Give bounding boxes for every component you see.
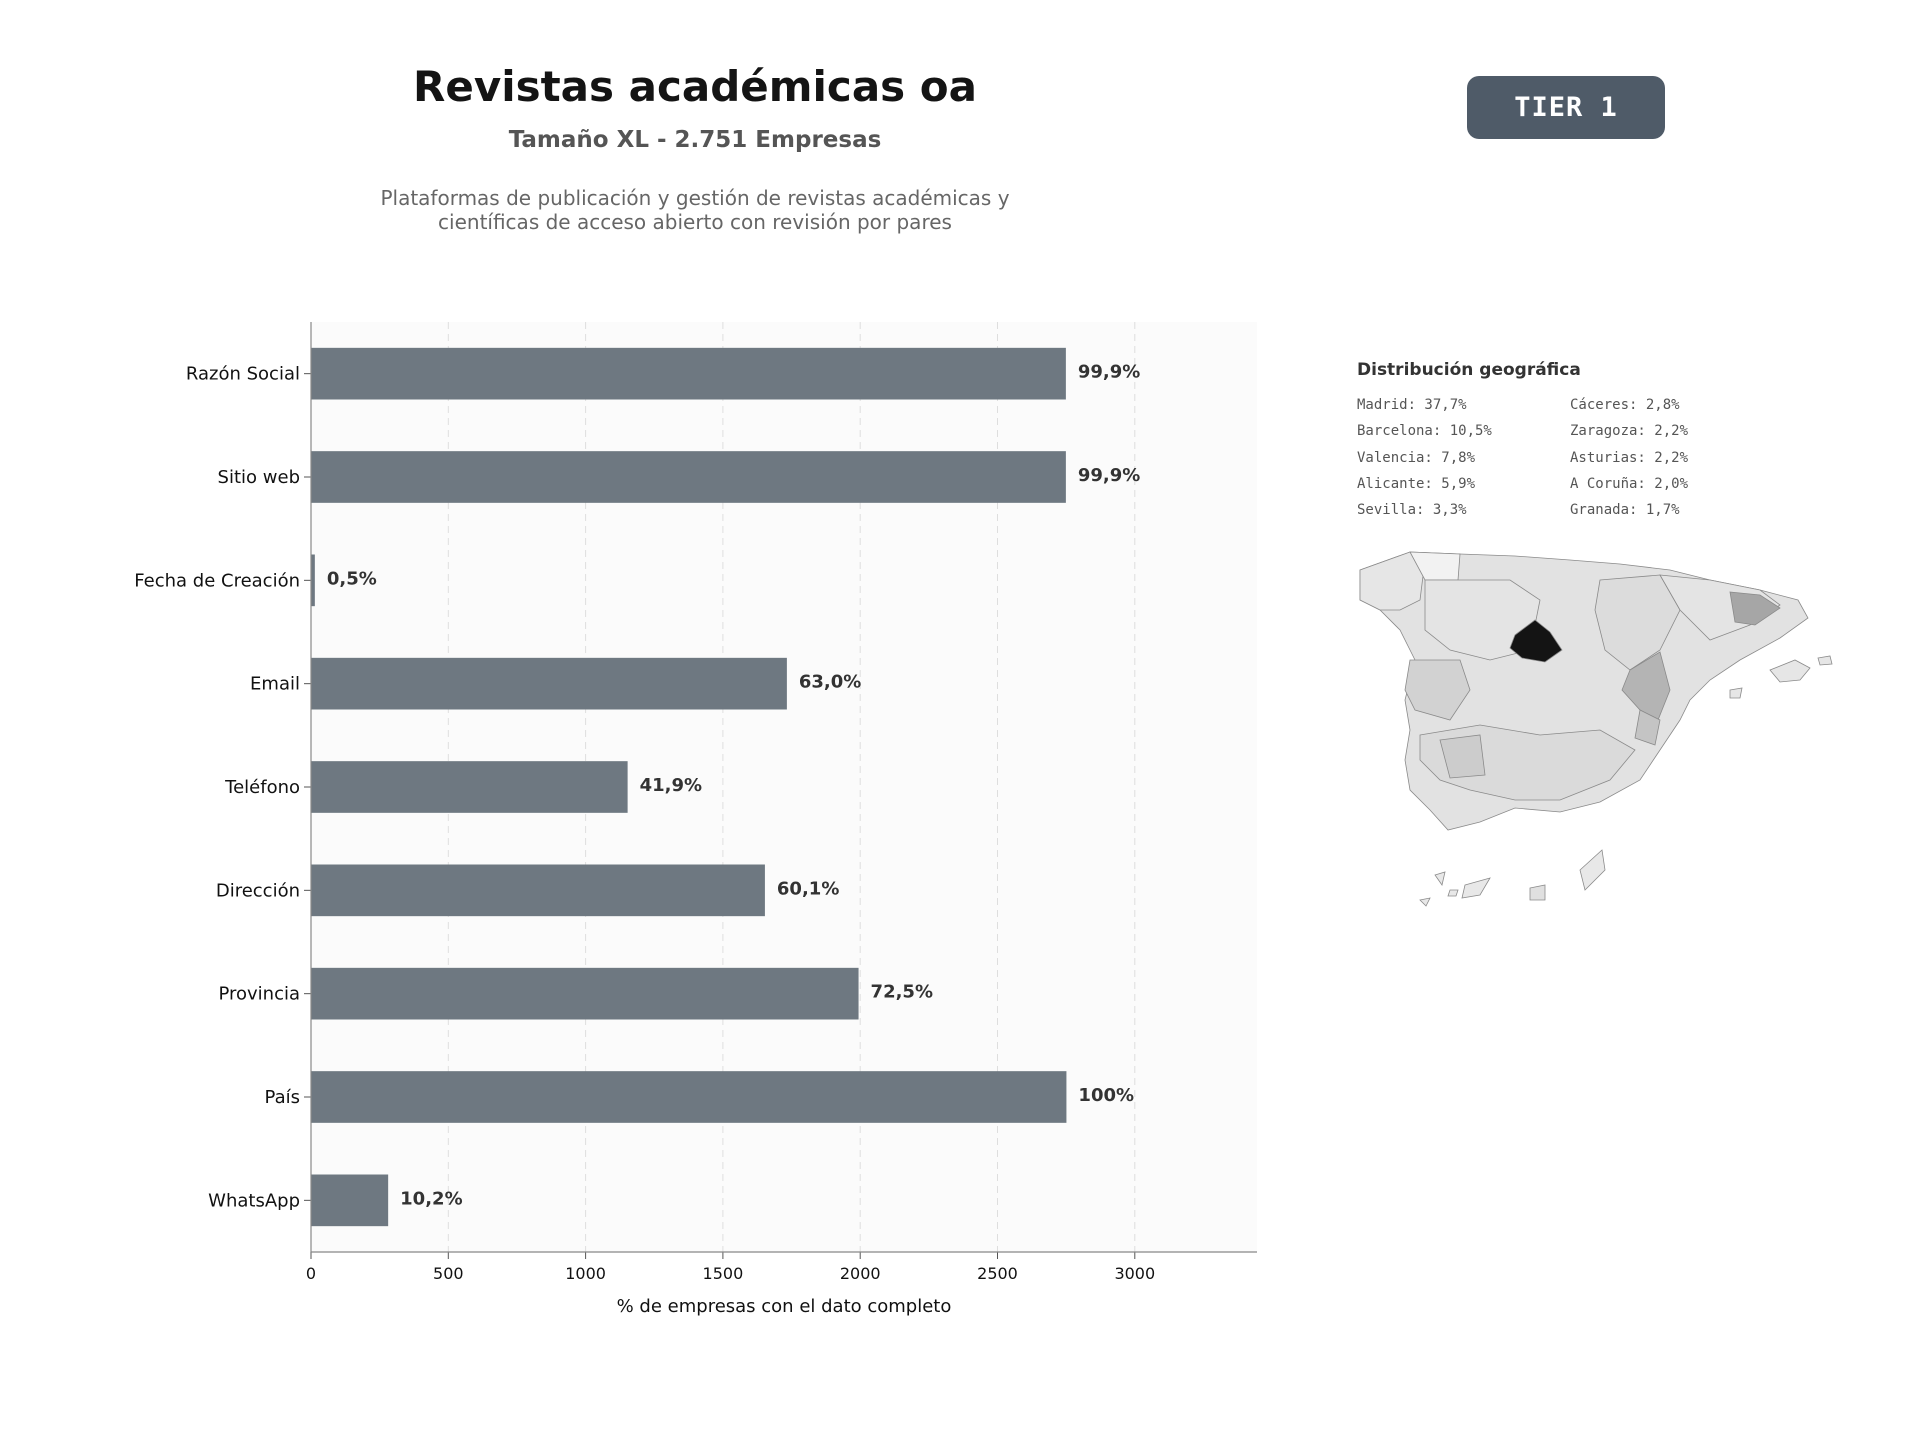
region-alicante — [1634, 709, 1661, 746]
bar — [311, 554, 315, 607]
bar — [311, 657, 787, 710]
geo-distribution-title: Distribución geográfica — [1357, 360, 1581, 380]
y-tick-label: País — [265, 1087, 300, 1108]
data-label: 99,9% — [1078, 362, 1140, 383]
bar — [311, 864, 765, 917]
region-sevilla — [1439, 734, 1486, 779]
page-title: Revistas académicas oa — [413, 62, 977, 111]
geo-item: Zaragoza: 2,2% — [1570, 423, 1689, 440]
bar — [311, 347, 1066, 400]
canary-island-1 — [1434, 871, 1446, 886]
geo-item: A Coruña: 2,0% — [1570, 475, 1689, 492]
bar — [311, 1174, 389, 1227]
data-label: 60,1% — [777, 878, 839, 899]
x-tick-label: 2000 — [840, 1264, 881, 1283]
geo-item: Asturias: 2,2% — [1570, 449, 1689, 466]
geo-item: Granada: 1,7% — [1570, 502, 1680, 519]
geo-item: Valencia: 7,8% — [1357, 449, 1476, 466]
data-label: 0,5% — [327, 568, 377, 589]
geo-item: Cáceres: 2,8% — [1570, 397, 1680, 413]
bar — [311, 967, 859, 1020]
y-tick-label: WhatsApp — [208, 1190, 300, 1211]
page-description: Plataformas de publicación y gestión de … — [380, 186, 1010, 234]
geo-item: Madrid: 37,7% — [1357, 397, 1467, 413]
data-label: 10,2% — [400, 1188, 462, 1209]
region-extremadura — [1404, 659, 1471, 721]
canary-island-3 — [1529, 884, 1546, 901]
y-tick-label: Teléfono — [224, 777, 300, 798]
geo-item: Alicante: 5,9% — [1357, 475, 1476, 492]
geo-item: Barcelona: 10,5% — [1357, 423, 1492, 440]
y-tick-label: Fecha de Creación — [134, 570, 300, 591]
tier-badge: TIER 1 — [1467, 76, 1665, 139]
y-tick-label: Email — [250, 674, 300, 695]
data-label: 100% — [1078, 1085, 1134, 1106]
y-tick-label: Provincia — [218, 984, 300, 1005]
x-tick-label: 500 — [433, 1264, 464, 1283]
geo-item: Sevilla: 3,3% — [1357, 502, 1467, 519]
bar — [311, 761, 628, 813]
data-label: 41,9% — [640, 775, 702, 796]
data-label: 99,9% — [1078, 465, 1140, 486]
region-castilla-leon — [1424, 579, 1541, 661]
y-tick-label: Sitio web — [218, 467, 300, 488]
bar — [311, 451, 1066, 503]
x-tick-label: 1000 — [565, 1264, 606, 1283]
canary-island-2 — [1461, 877, 1491, 899]
spain-map — [1359, 551, 1833, 907]
page-subtitle: Tamaño XL - 2.751 Empresas — [508, 127, 882, 153]
y-tick-label: Razón Social — [186, 364, 300, 385]
x-axis-label: % de empresas con el dato completo — [617, 1296, 952, 1317]
data-label: 72,5% — [871, 982, 933, 1003]
x-tick-label: 1500 — [703, 1264, 744, 1283]
x-tick-label: 2500 — [977, 1264, 1018, 1283]
x-tick-label: 3000 — [1114, 1264, 1155, 1283]
bar — [311, 1071, 1067, 1123]
canary-island-5 — [1419, 897, 1431, 907]
balearic-mallorca — [1769, 659, 1811, 683]
canary-island-6 — [1447, 889, 1459, 897]
x-tick-label: 0 — [306, 1264, 316, 1283]
data-label: 63,0% — [799, 672, 861, 693]
balearic-ibiza — [1729, 687, 1743, 699]
region-barcelona — [1729, 591, 1781, 626]
geo-distribution-list: Madrid: 37,7% Cáceres: 2,8% Barcelona: 1… — [1357, 397, 1717, 528]
region-madrid — [1509, 619, 1563, 663]
y-tick-label: Dirección — [216, 880, 300, 901]
balearic-menorca — [1817, 655, 1833, 666]
canary-island-4 — [1579, 849, 1606, 891]
